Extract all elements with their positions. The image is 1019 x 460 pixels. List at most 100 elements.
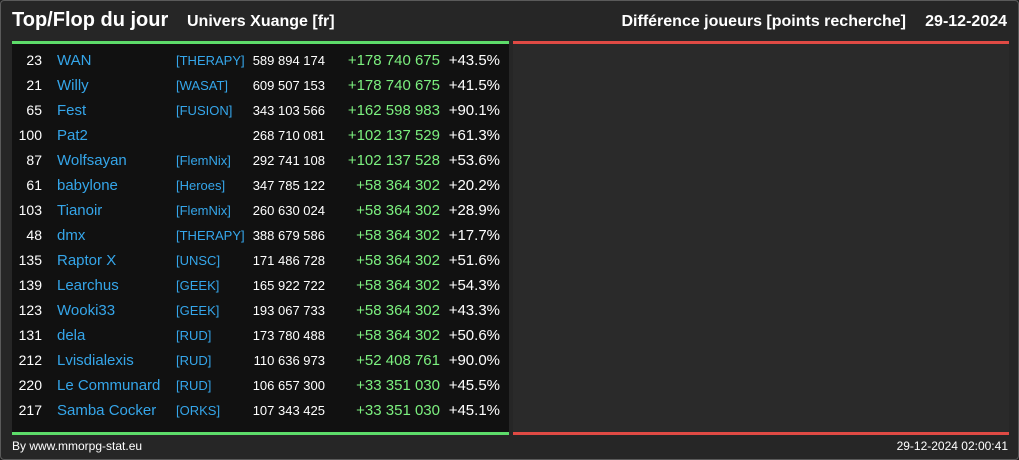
row-player-name[interactable]: Samba Cocker (57, 402, 157, 419)
row-rank: 23 (26, 52, 42, 68)
row-points: 171 486 728 (252, 253, 325, 268)
row-player-name[interactable]: Raptor X (57, 252, 117, 269)
row-player-name[interactable]: Tianoir (57, 202, 103, 219)
row-player-name[interactable]: Pat2 (57, 127, 88, 144)
row-difference: +58 364 302 (356, 302, 440, 319)
row-alliance[interactable]: [RUD] (176, 328, 212, 343)
row-difference: +33 351 030 (356, 377, 440, 394)
row-percent: +28.9% (448, 202, 500, 219)
table-row: 131 dela [RUD] 173 780 488 +58 364 302 +50.6% (12, 323, 509, 348)
row-difference: +178 740 675 (347, 77, 440, 94)
bottom-divider-red (513, 432, 1009, 435)
row-difference: +58 364 302 (356, 277, 440, 294)
row-points: 589 894 174 (252, 53, 325, 68)
row-player-name[interactable]: babylone (57, 177, 118, 194)
row-alliance[interactable]: [UNSC] (176, 253, 221, 268)
footer-credit[interactable]: By www.mmorpg-stat.eu (12, 439, 143, 453)
row-points: 110 636 973 (253, 353, 325, 368)
top-divider-green (12, 41, 509, 44)
row-points: 260 630 024 (252, 203, 325, 218)
row-points: 609 507 153 (252, 78, 325, 93)
top-divider-red (513, 41, 1009, 44)
row-points: 106 657 300 (252, 378, 325, 393)
row-alliance[interactable]: [FlemNix] (176, 203, 231, 218)
row-rank: 131 (18, 327, 42, 343)
row-percent: +41.5% (448, 77, 500, 94)
row-percent: +50.6% (448, 327, 500, 344)
row-rank: 65 (26, 102, 42, 118)
row-points: 292 741 108 (252, 153, 325, 168)
universe-subtitle: Univers Xuange [fr] (187, 13, 335, 30)
row-player-name[interactable]: Wolfsayan (57, 152, 127, 169)
row-player-name[interactable]: dmx (57, 227, 86, 244)
row-points: 107 343 425 (252, 403, 325, 418)
row-difference: +58 364 302 (356, 202, 440, 219)
row-percent: +61.3% (448, 127, 500, 144)
row-alliance[interactable]: [FUSION] (176, 103, 233, 118)
row-points: 173 780 488 (252, 328, 325, 343)
row-player-name[interactable]: Willy (57, 77, 89, 94)
flop-players-panel (513, 44, 1009, 432)
row-alliance[interactable]: [WASAT] (176, 78, 228, 93)
row-rank: 100 (18, 127, 42, 143)
bottom-divider-green (12, 432, 509, 435)
row-difference: +102 137 528 (347, 152, 440, 169)
row-rank: 123 (18, 302, 42, 318)
row-percent: +90.1% (448, 102, 500, 119)
row-percent: +90.0% (448, 352, 500, 369)
row-percent: +53.6% (448, 152, 500, 169)
row-alliance[interactable]: [ORKS] (176, 403, 221, 418)
row-points: 388 679 586 (252, 228, 325, 243)
row-alliance[interactable]: [GEEK] (176, 303, 220, 318)
row-difference: +58 364 302 (356, 252, 440, 269)
footer-timestamp: 29-12-2024 02:00:41 (896, 439, 1008, 453)
row-rank: 212 (18, 352, 42, 368)
row-alliance[interactable]: [FlemNix] (176, 153, 231, 168)
row-alliance[interactable]: [THERAPY] (176, 228, 245, 243)
row-player-name[interactable]: WAN (57, 52, 92, 69)
row-alliance[interactable]: [GEEK] (176, 278, 220, 293)
row-difference: +52 408 761 (356, 352, 440, 369)
table-row: 23 WAN [THERAPY] 589 894 174 +178 740 675 +43… (12, 48, 509, 73)
row-difference: +162 598 983 (347, 102, 440, 119)
table-row: 100 Pat2 268 710 081 +102 137 529 +61.3% (12, 123, 509, 148)
row-rank: 135 (18, 252, 42, 268)
table-row: 135 Raptor X [UNSC] 171 486 728 +58 364 302 +… (12, 248, 509, 273)
row-percent: +45.1% (448, 402, 500, 419)
table-row: 212 Lvisdialexis [RUD] 110 636 973 +52 408 7… (12, 348, 509, 373)
header: Top/Flop du jour Univers Xuange [fr] Dif… (1, 1, 1018, 41)
row-player-name[interactable]: dela (57, 327, 86, 344)
table-row: 103 Tianoir [FlemNix] 260 630 024 +58 364 30… (12, 198, 509, 223)
row-difference: +102 137 529 (347, 127, 440, 144)
row-rank: 87 (26, 152, 42, 168)
row-points: 165 922 722 (252, 278, 325, 293)
row-difference: +178 740 675 (347, 52, 440, 69)
row-alliance[interactable]: [Heroes] (176, 178, 226, 193)
table-row: 123 Wooki33 [GEEK] 193 067 733 +58 364 302 +4… (12, 298, 509, 323)
row-player-name[interactable]: Fest (57, 102, 87, 119)
row-difference: +33 351 030 (356, 402, 440, 419)
row-difference: +58 364 302 (356, 177, 440, 194)
table-row: 61 babylone [Heroes] 347 785 122 +58 364 302… (12, 173, 509, 198)
row-player-name[interactable]: Wooki33 (57, 302, 116, 319)
row-points: 343 103 566 (252, 103, 325, 118)
row-percent: +51.6% (448, 252, 500, 269)
row-alliance[interactable]: [RUD] (176, 353, 212, 368)
row-rank: 61 (26, 177, 42, 193)
table-row: 21 Willy [WASAT] 609 507 153 +178 740 675 +41… (12, 73, 509, 98)
row-player-name[interactable]: Learchus (57, 277, 119, 294)
row-alliance[interactable]: [RUD] (176, 378, 212, 393)
row-alliance[interactable]: [THERAPY] (176, 53, 245, 68)
row-points: 268 710 081 (252, 128, 325, 143)
row-rank: 139 (18, 277, 42, 293)
top-players-panel: 23 WAN [THERAPY] 589 894 174 +178 740 675 +43… (12, 44, 509, 432)
row-percent: +43.3% (448, 302, 500, 319)
row-player-name[interactable]: Le Communard (57, 377, 161, 394)
table-row: 139 Learchus [GEEK] 165 922 722 +58 364 302 +… (12, 273, 509, 298)
row-points: 193 067 733 (252, 303, 325, 318)
row-rank: 220 (18, 377, 42, 393)
row-player-name[interactable]: Lvisdialexis (57, 352, 134, 369)
row-percent: +43.5% (448, 52, 500, 69)
row-rank: 21 (26, 77, 42, 93)
